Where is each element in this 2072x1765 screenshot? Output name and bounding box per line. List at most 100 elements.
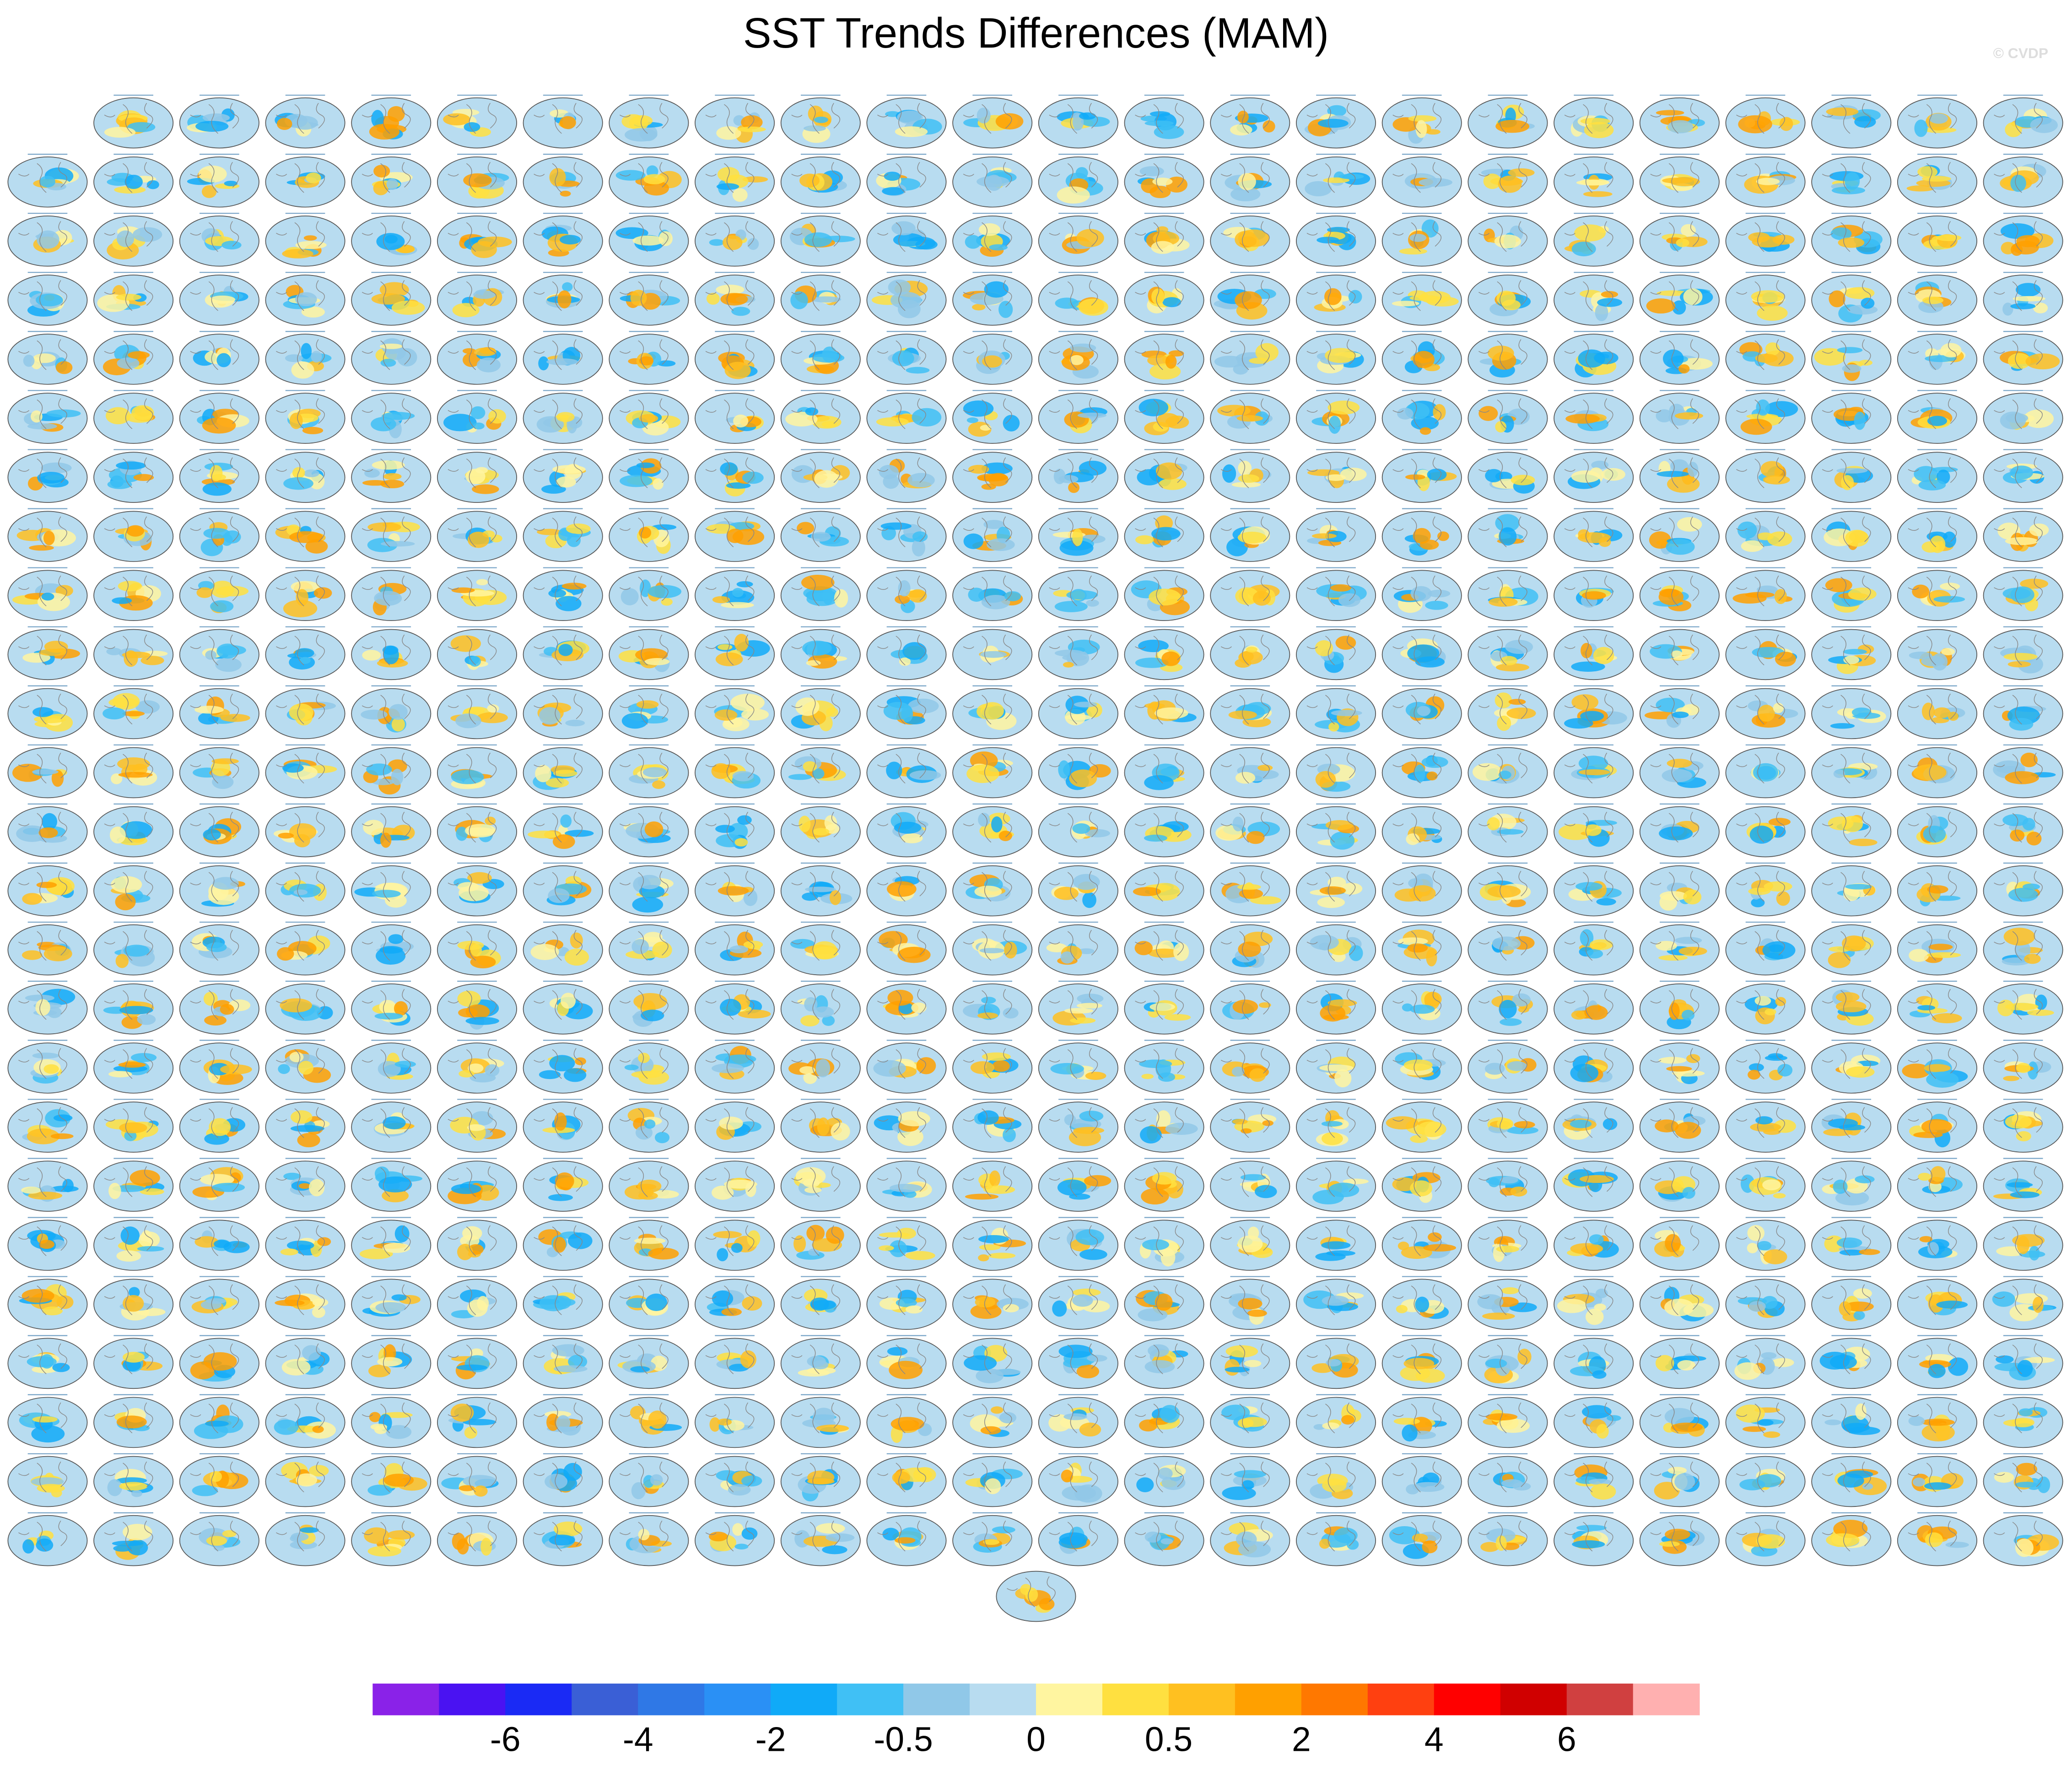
- map-panel: [1811, 508, 1892, 562]
- map-outline: [437, 334, 517, 385]
- map-panel: [695, 449, 775, 503]
- map-panel: [265, 1158, 345, 1212]
- map-panel: [1725, 1099, 1806, 1153]
- map-anomaly: [1926, 1071, 1959, 1088]
- map-anomaly: [195, 121, 229, 132]
- map-coast: [1564, 221, 1613, 252]
- map-anomaly: [22, 893, 43, 905]
- map-coast: [963, 103, 1012, 134]
- map-panel: [437, 567, 517, 621]
- map-outline: [1897, 97, 1977, 149]
- map-panel: [609, 744, 689, 799]
- map-anomaly: [1139, 166, 1164, 177]
- map-outline: [952, 275, 1033, 326]
- map-anomaly: [394, 1061, 416, 1068]
- map-anomaly: [1570, 1119, 1592, 1128]
- map-panel: [1038, 803, 1118, 858]
- map-anomaly: [1321, 1121, 1343, 1127]
- map-anomaly: [621, 588, 639, 605]
- map-anomaly: [32, 707, 54, 718]
- map-outline: [1554, 156, 1634, 208]
- map-panel: [351, 862, 432, 917]
- map-anomaly: [473, 290, 496, 299]
- map-anomaly: [814, 470, 839, 488]
- map-anomaly: [146, 180, 159, 189]
- map-panel: [866, 331, 947, 385]
- map-panel: [866, 744, 947, 799]
- map-anomaly: [469, 656, 481, 667]
- map-coast: [1736, 339, 1785, 370]
- map-coast: [362, 103, 411, 134]
- map-panel: [1124, 921, 1204, 976]
- map-coast: [619, 103, 669, 134]
- map-anomaly: [734, 838, 748, 847]
- map-anomaly: [2002, 302, 2013, 316]
- map-anomaly: [215, 657, 242, 672]
- map-coast: [791, 280, 840, 311]
- map-anomaly: [814, 116, 828, 123]
- map-anomaly: [1055, 297, 1079, 309]
- map-panel: [866, 567, 947, 621]
- map-panel: [7, 803, 88, 858]
- map-anomaly: [530, 944, 559, 960]
- map-anomaly: [2000, 411, 2026, 430]
- map-anomaly: [1687, 462, 1699, 477]
- map-anomaly: [372, 890, 401, 898]
- map-panel: [1554, 272, 1634, 326]
- map-panel: [1124, 390, 1204, 444]
- map-panel: [1296, 1040, 1376, 1094]
- map-anomaly: [1236, 415, 1263, 422]
- map-outline: [609, 97, 689, 149]
- map-anomaly: [137, 1014, 156, 1025]
- map-panel: [1381, 331, 1462, 385]
- map-anomaly: [216, 353, 231, 367]
- map-panel: [780, 1158, 861, 1212]
- map-panel: [437, 685, 517, 739]
- map-anomaly: [1003, 1128, 1016, 1142]
- map-panel: [1210, 744, 1290, 799]
- map-panel: [1296, 921, 1376, 976]
- map-panel: [7, 626, 88, 680]
- map-anomaly: [372, 460, 405, 470]
- map-panel: [351, 626, 432, 680]
- map-coast: [362, 162, 411, 193]
- map-anomaly: [1581, 591, 1606, 600]
- map-anomaly: [1141, 1074, 1154, 1080]
- map-anomaly: [198, 165, 227, 183]
- map-panel: [1983, 981, 2063, 1035]
- map-panel: [952, 212, 1033, 267]
- map-anomaly: [1828, 952, 1851, 968]
- map-anomaly: [2016, 1131, 2031, 1142]
- map-anomaly: [615, 170, 646, 181]
- map-anomaly: [1846, 1066, 1875, 1078]
- map-anomaly: [998, 301, 1013, 318]
- map-anomaly: [380, 343, 403, 349]
- map-anomaly: [548, 589, 567, 598]
- map-outline: [523, 334, 603, 385]
- map-anomaly: [802, 640, 832, 656]
- map-anomaly: [220, 714, 250, 722]
- map-anomaly: [639, 356, 654, 366]
- map-anomaly: [1754, 996, 1771, 1006]
- map-anomaly: [1149, 363, 1181, 380]
- map-panel: [1897, 390, 1977, 444]
- map-anomaly: [1500, 1176, 1518, 1184]
- map-anomaly: [812, 946, 838, 960]
- map-panel: [1897, 94, 1977, 149]
- map-outline: [351, 156, 432, 208]
- map-panel: [7, 744, 88, 799]
- map-outline: [1897, 156, 1977, 208]
- map-panel: [179, 626, 259, 680]
- map-anomaly: [301, 343, 312, 359]
- map-outline: [7, 275, 88, 326]
- map-panel: [1811, 212, 1892, 267]
- map-coast: [791, 339, 840, 370]
- map-anomaly: [1338, 173, 1364, 179]
- map-anomaly: [1574, 224, 1606, 242]
- map-panel: [1124, 153, 1204, 208]
- map-coast: [1564, 103, 1613, 134]
- map-anomaly: [1667, 759, 1692, 768]
- map-outline: [351, 216, 432, 267]
- map-outline: [179, 393, 259, 444]
- map-anomaly: [1084, 1175, 1112, 1187]
